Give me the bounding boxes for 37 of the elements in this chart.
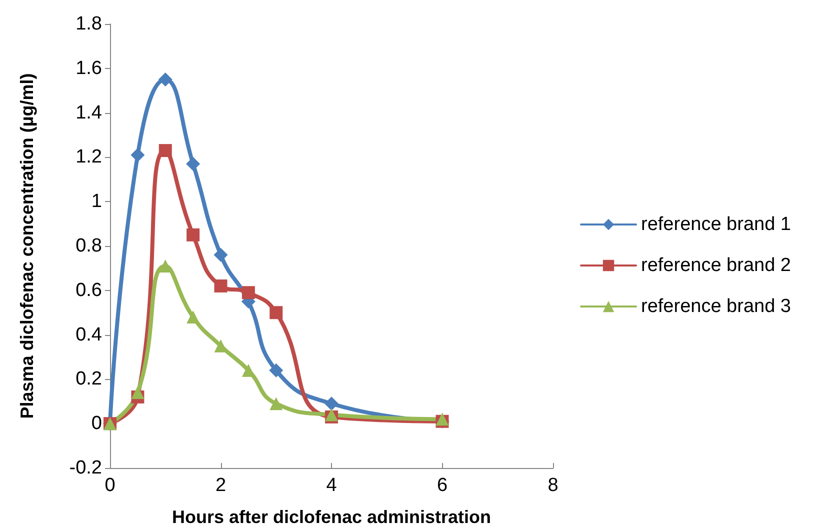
y-tick-label: 1.6 [76,58,102,79]
legend-label: reference brand 1 [641,214,792,235]
y-tick-label: -0.2 [69,458,102,478]
point [214,279,228,292]
x-tick-label: 6 [436,475,448,496]
point [186,156,200,171]
x-tick-label: 0 [104,475,116,496]
point [324,396,338,411]
x-tick-label: 8 [548,475,558,496]
point [158,259,172,272]
y-axis-title: Plasma diclofenac concentration (µg/ml) [17,73,37,419]
x-tick-label: 4 [326,475,338,496]
point [270,397,283,410]
point [214,248,228,262]
point [131,386,144,400]
y-tick-label: 0.8 [76,236,102,256]
legend-label: reference brand 2 [641,255,792,276]
point [158,72,172,86]
point [186,228,200,242]
y-tick-label: 0.2 [76,368,102,390]
y-tick-label: 0.4 [76,324,102,346]
y-tick-label: 0 [91,413,102,434]
y-tick-label: 0.6 [76,280,102,301]
y-tick-label: 1.2 [76,146,102,168]
y-tick-label: 1 [91,191,102,212]
point [242,286,255,300]
legend-label: reference brand 3 [641,296,792,317]
point [158,144,172,158]
point [186,310,200,324]
point [130,148,145,162]
x-axis-title: Hours after diclofenac administration [172,507,492,527]
point [270,306,283,320]
y-tick-label: 1.8 [76,14,102,34]
point [269,363,284,378]
point [242,364,255,377]
x-tick-label: 2 [215,475,226,496]
y-tick-label: 1.4 [76,102,102,124]
